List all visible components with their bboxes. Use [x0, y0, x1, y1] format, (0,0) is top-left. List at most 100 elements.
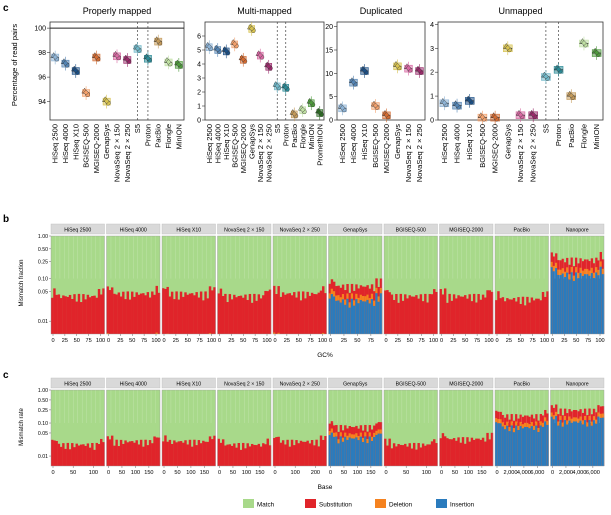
x-tick-label-hiseq-4000: HiSeq 4000 [349, 124, 358, 163]
substitution-bar [115, 294, 118, 334]
deletion-bar [322, 332, 325, 334]
facet-frame [550, 389, 605, 467]
substitution-bar [519, 303, 522, 334]
insertion-bar [570, 422, 573, 466]
substitution-bar [475, 438, 478, 466]
x-tick-label: 75 [86, 338, 92, 344]
x-tick-label: 100 [353, 470, 362, 476]
substitution-bar [408, 443, 411, 466]
substitution-bar [288, 293, 292, 334]
substitution-bar [472, 293, 476, 334]
substitution-bar [486, 432, 489, 466]
substitution-bar [230, 299, 234, 334]
substitution-bar [142, 446, 145, 466]
x-tick-label-hiseq-x10: HiSeq X10 [222, 124, 231, 160]
point-diamond [165, 59, 172, 65]
substitution-bar [82, 444, 85, 466]
substitution-bar [273, 285, 276, 334]
substitution-bar [279, 296, 283, 334]
x-tick-label-bgiseq-500: BGISEQ-500 [478, 124, 487, 168]
substitution-bar [59, 446, 63, 466]
x-tick-label: 150 [144, 470, 153, 476]
insertion-bar [368, 436, 372, 466]
substitution-bar [546, 291, 549, 334]
substitution-bar [397, 302, 400, 334]
substitution-bar [404, 294, 407, 334]
facet-title: HiSeq X10 [176, 228, 201, 234]
insertion-bar [519, 426, 522, 466]
substitution-bar [186, 444, 189, 466]
substitution-bar [310, 440, 314, 466]
substitution-bar [93, 449, 96, 466]
y-tick-label: 0.05 [38, 289, 48, 295]
facet-frame [272, 235, 327, 335]
insertion-bar [337, 300, 340, 334]
substitution-bar [497, 291, 500, 334]
substitution-bar [441, 433, 445, 466]
substitution-bar [173, 299, 176, 334]
insertion-bar [554, 415, 558, 466]
x-tick-label: 50 [407, 338, 413, 344]
substitution-bar [450, 439, 454, 466]
facet-strip [494, 223, 549, 235]
facet-strip [50, 377, 105, 389]
point-diamond [265, 63, 272, 70]
facet-frame [494, 235, 549, 335]
point-diamond [441, 99, 448, 106]
insertion-bar [557, 274, 560, 334]
substitution-bar [119, 296, 123, 334]
y-tick-label: 0.05 [38, 431, 48, 437]
substitution-bar [79, 302, 83, 334]
x-tick-label-proton: Proton [143, 124, 152, 146]
x-tick-label-minion: MinION [307, 124, 316, 149]
substitution-bar [157, 292, 161, 334]
x-tick-label: 100 [89, 470, 98, 476]
point-diamond [223, 48, 230, 54]
substitution-bar [173, 440, 176, 466]
x-tick-label-novaseq-2-150: NovaSeq 2 × 150 [404, 124, 413, 182]
y-tick-label: 3 [430, 46, 434, 53]
insertion-bar [552, 271, 556, 334]
substitution-bar [122, 291, 125, 334]
insertion-bar [339, 436, 343, 466]
substitution-bar [153, 294, 156, 334]
point-diamond [93, 54, 100, 60]
substitution-bar [299, 300, 303, 334]
facet-strip [383, 377, 438, 389]
x-tick-label-flongle: Flongle [579, 124, 588, 149]
substitution-bar [313, 445, 316, 466]
substitution-bar [324, 293, 327, 334]
substitution-bar [153, 436, 156, 466]
insertion-bar [579, 273, 582, 334]
substitution-bar [319, 290, 323, 334]
substitution-bar [415, 449, 418, 466]
substitution-bar [317, 446, 321, 466]
substitution-bar [417, 443, 420, 466]
substitution-bar [308, 295, 312, 334]
substitution-bar [386, 290, 389, 334]
y-tick-label: 96 [38, 75, 46, 82]
x-tick-label-bgiseq-500: BGISEQ-500 [82, 124, 91, 168]
substitution-bar [97, 444, 101, 466]
substitution-bar [455, 298, 458, 334]
substitution-bar [517, 297, 520, 334]
substitution-bar [262, 443, 265, 466]
substitution-bar [248, 293, 252, 334]
substitution-bar [395, 293, 398, 334]
insertion-bar [588, 275, 591, 334]
insertion-bar [517, 430, 520, 466]
insertion-bar [572, 421, 576, 466]
x-tick-label-hiseq-x10: HiSeq X10 [71, 124, 80, 160]
substitution-bar [228, 294, 232, 334]
substitution-bar [315, 294, 318, 334]
substitution-bar [175, 291, 178, 334]
insertion-bar [601, 417, 605, 466]
insertion-bar [579, 420, 582, 466]
substitution-bar [182, 296, 185, 334]
point-diamond [248, 25, 255, 32]
substitution-bar [417, 298, 420, 334]
substitution-bar [95, 442, 99, 466]
substitution-bar [468, 294, 471, 334]
insertion-bar [499, 423, 502, 466]
point-diamond [416, 67, 423, 74]
